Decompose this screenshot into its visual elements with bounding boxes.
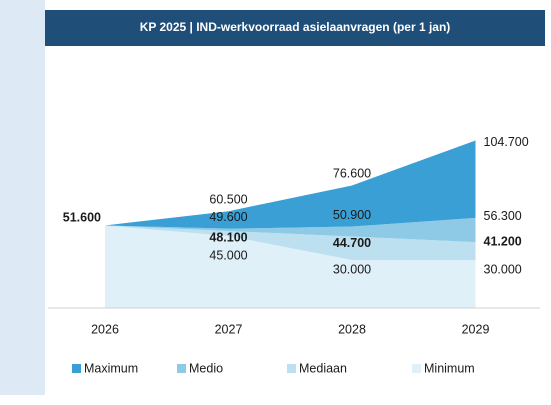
area <box>105 140 476 229</box>
value-label: 45.000 <box>209 248 247 262</box>
value-label: 50.900 <box>333 208 371 222</box>
title-bar <box>45 10 545 46</box>
area <box>105 225 476 260</box>
value-label: 49.600 <box>209 210 247 224</box>
value-label: 30.000 <box>333 262 371 276</box>
chart-title: KP 2025 | IND-werkvoorraad asielaanvrage… <box>140 20 451 34</box>
value-label: 48.100 <box>209 230 247 244</box>
area <box>105 225 476 308</box>
legend-label: Mediaan <box>299 361 347 375</box>
x-tick-label: 2026 <box>91 322 119 336</box>
value-label: 51.600 <box>63 211 101 225</box>
legend-swatch <box>287 364 296 373</box>
legend-swatch <box>412 364 421 373</box>
x-tick-label: 2027 <box>215 322 243 336</box>
value-label: 30.000 <box>484 262 522 276</box>
legend-label: Medio <box>189 361 223 375</box>
area <box>105 217 476 243</box>
legend-label: Maximum <box>84 361 138 375</box>
value-label: 56.300 <box>484 209 522 223</box>
legend-swatch <box>72 364 81 373</box>
side-strip <box>0 0 45 395</box>
legend-swatch <box>177 364 186 373</box>
legend-label: Minimum <box>424 361 475 375</box>
value-label: 44.700 <box>333 236 371 250</box>
value-label: 41.200 <box>484 234 522 248</box>
value-label: 76.600 <box>333 167 371 181</box>
value-label: 60.500 <box>209 192 247 206</box>
x-tick-label: 2029 <box>462 322 490 336</box>
value-label: 104.700 <box>484 135 529 149</box>
x-tick-label: 2028 <box>338 322 366 336</box>
